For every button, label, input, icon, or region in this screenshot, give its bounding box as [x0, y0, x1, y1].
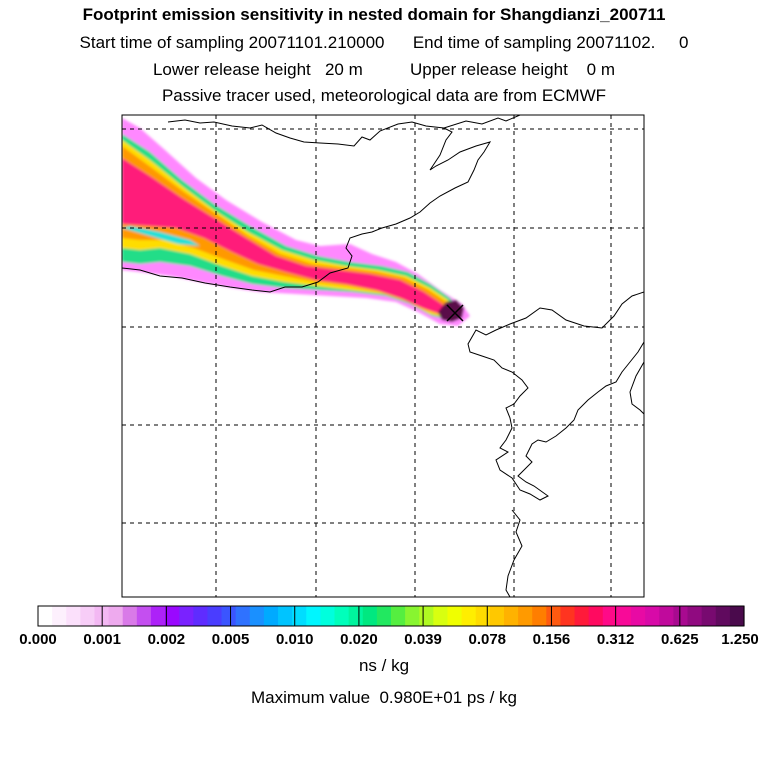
colorbar-segment [546, 606, 562, 626]
colorbar-tick-label: 0.156 [532, 631, 571, 648]
colorbar-segment [631, 606, 646, 626]
colorbar-segment [362, 606, 378, 626]
footprint-plume [122, 118, 470, 326]
figure-title: Footprint emission sensitivity in nested… [82, 5, 666, 24]
maximum-value-label: Maximum value 0.980E+01 ps / kg [251, 688, 517, 707]
colorbar-segment [235, 606, 251, 626]
colorbar-segment [306, 606, 321, 626]
colorbar-tick-label: 0.010 [275, 631, 314, 648]
colorbar-tick-label: 0.020 [340, 631, 378, 648]
coastline-peninsula [122, 127, 492, 293]
sampling-time-line: Start time of sampling 20071101.210000 E… [79, 33, 689, 52]
colorbar [37, 605, 745, 627]
colorbar-segment [461, 606, 477, 626]
coastline-east-korea [467, 291, 644, 501]
colorbar-segment [560, 606, 576, 626]
colorbar-segment [38, 606, 53, 626]
colorbar-segment [320, 606, 336, 626]
colorbar-segment [701, 606, 717, 626]
colorbar-segment [489, 606, 505, 626]
colorbar-segment [52, 606, 67, 626]
colorbar-tick-label: 0.312 [596, 631, 635, 648]
coastline-north [167, 115, 521, 147]
colorbar-segment [518, 606, 533, 626]
colorbar-segment [278, 606, 293, 626]
map-frame [121, 114, 645, 598]
coastline-east-islands [505, 361, 644, 597]
colorbar-tick-label: 0.005 [211, 631, 250, 648]
colorbar-segment [659, 606, 674, 626]
colorbar-tick-label: 0.625 [661, 631, 699, 648]
colorbar-tick-label: 0.000 [19, 631, 57, 648]
coastline-layer [122, 115, 644, 597]
colorbar-segment [503, 606, 519, 626]
colorbar-segment [687, 606, 703, 626]
colorbar-segment [334, 606, 350, 626]
colorbar-segment [405, 606, 420, 626]
colorbar-segment [165, 606, 180, 626]
plume-core-contour [122, 158, 450, 314]
colorbar-segment [419, 606, 434, 626]
colorbar-segment [263, 606, 279, 626]
colorbar-segment [207, 606, 223, 626]
colorbar-tick-label: 0.001 [83, 631, 121, 648]
graticule [122, 115, 644, 597]
release-height-line: Lower release height 20 m Upper release … [152, 60, 616, 79]
colorbar-segment [616, 606, 632, 626]
colorbar-segment [193, 606, 209, 626]
colorbar-segment [136, 606, 152, 626]
colorbar-segment [475, 606, 491, 626]
colorbar-segment [150, 606, 166, 626]
colorbar-segment [292, 606, 307, 626]
colorbar-segment [673, 606, 689, 626]
colorbar-segment [249, 606, 265, 626]
colorbar-segment [574, 606, 590, 626]
colorbar-segment [645, 606, 660, 626]
colorbar-segment [729, 606, 745, 626]
colorbar-segment [66, 606, 81, 626]
colorbar-segment [179, 606, 194, 626]
colorbar-segment [532, 606, 547, 626]
colorbar-segment [715, 606, 731, 626]
plume-cyan-streak [122, 226, 200, 246]
map-panel [121, 114, 645, 598]
colorbar-segment [122, 606, 138, 626]
x-icon [446, 304, 464, 322]
tracer-info-line: Passive tracer used, meteorological data… [161, 86, 607, 105]
colorbar-segment [433, 606, 449, 626]
colorbar-tick-label: 0.039 [404, 631, 442, 648]
colorbar-segment [348, 606, 364, 626]
units-label: ns / kg [358, 656, 410, 675]
colorbar-tick-label: 1.250 [721, 631, 759, 648]
colorbar-segment [108, 606, 124, 626]
colorbar-tick-label: 0.078 [468, 631, 507, 648]
colorbar-segment [221, 606, 237, 626]
colorbar-segment [80, 606, 96, 626]
colorbar-segment [447, 606, 463, 626]
colorbar-segment [391, 606, 406, 626]
colorbar-segment [376, 606, 392, 626]
colorbar-segment [588, 606, 604, 626]
colorbar-tick-label: 0.002 [147, 631, 186, 648]
colorbar-segment [602, 606, 618, 626]
plume-orange-contour [122, 146, 454, 316]
